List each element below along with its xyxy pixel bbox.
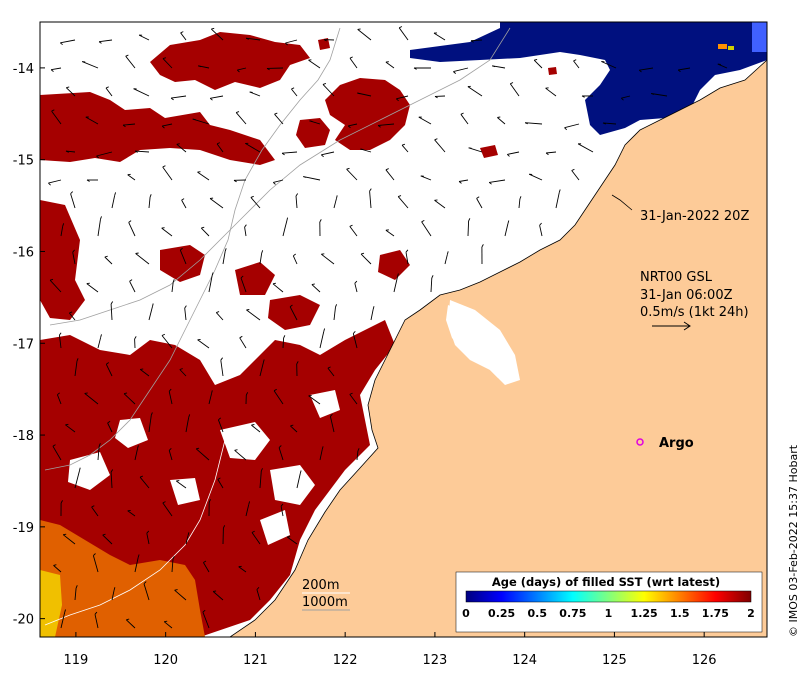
current-arrow-head <box>164 621 167 622</box>
sst-orange-pixel <box>718 44 727 49</box>
track-date-label: 31-Jan-2022 20Z <box>640 209 749 224</box>
current-arrow-head <box>85 393 88 394</box>
lat-tick-label: -14 <box>13 62 34 77</box>
current-arrow-head <box>136 253 139 254</box>
current-arrow-head <box>235 450 238 451</box>
sst-blue-pixel <box>752 22 767 52</box>
lon-tick-label: 126 <box>692 653 717 668</box>
current-scale-label: 0.5m/s (1kt 24h) <box>640 305 749 320</box>
current-arrow-head <box>196 448 199 449</box>
argo-label: Argo <box>659 436 694 451</box>
colorbar-ticks: 0 0.25 0.5 0.75 1 1.25 1.5 1.75 2 <box>462 607 755 620</box>
lon-tick-label: 123 <box>422 653 447 668</box>
colorbar-tick-label: 0.25 <box>488 607 515 620</box>
lon-tick-label: 122 <box>333 653 358 668</box>
current-arrow-head <box>469 148 472 149</box>
colorbar-tick-label: 1.5 <box>670 607 690 620</box>
colorbar-tick-label: 2 <box>747 607 755 620</box>
current-arrow <box>468 221 469 236</box>
current-arrow-head <box>251 425 254 426</box>
current-arrow-head <box>310 121 313 122</box>
lat-tick-label: -20 <box>13 613 34 628</box>
lat-tick-label: -16 <box>13 245 34 260</box>
current-arrow-head <box>177 144 180 145</box>
sst-yellow-pixel <box>728 46 734 50</box>
colorbar-tick-label: 0.5 <box>528 607 548 620</box>
current-time-label: 31-Jan 06:00Z <box>640 288 733 303</box>
current-arrow-head <box>273 283 276 284</box>
current-arrow-head <box>63 534 66 535</box>
lat-tick-label: -18 <box>13 429 34 444</box>
lon-tick-label: 125 <box>602 653 627 668</box>
current-arrow-head <box>360 149 363 150</box>
current-arrow-head <box>497 117 500 118</box>
current-arrow-head <box>193 119 196 120</box>
colorbar-tick-label: 1 <box>605 607 613 620</box>
credit-label: © IMOS 03-Feb-2022 15:37 Hobart <box>787 444 800 637</box>
map-plot-area <box>40 22 767 637</box>
contour-1000-label: 1000m <box>302 595 348 610</box>
colorbar-tick-label: 0.75 <box>559 607 586 620</box>
colorbar-tick-label: 0 <box>462 607 470 620</box>
current-arrow-head <box>358 29 361 30</box>
contour-200-label: 200m <box>302 578 339 593</box>
current-source-label: NRT00 GSL <box>640 270 713 285</box>
lon-tick-label: 120 <box>153 653 178 668</box>
colorbar-tick-label: 1.25 <box>631 607 658 620</box>
lon-tick-label: 124 <box>512 653 537 668</box>
current-arrow-head <box>213 591 216 592</box>
colorbar-title: Age (days) of filled SST (wrt latest) <box>492 575 720 589</box>
lon-tick-label: 121 <box>243 653 268 668</box>
current-arrow <box>283 338 284 348</box>
lat-tick-label: -17 <box>13 337 34 352</box>
current-arrow-head <box>175 590 178 591</box>
current-arrow-head <box>65 424 68 425</box>
colorbar-tick-label: 1.75 <box>702 607 729 620</box>
colorbar-gradient <box>466 591 751 602</box>
lon-tick-label: 119 <box>63 653 88 668</box>
lat-tick-label: -19 <box>13 521 34 536</box>
current-arrow-head <box>140 369 143 370</box>
lat-tick-label: -15 <box>13 154 34 169</box>
